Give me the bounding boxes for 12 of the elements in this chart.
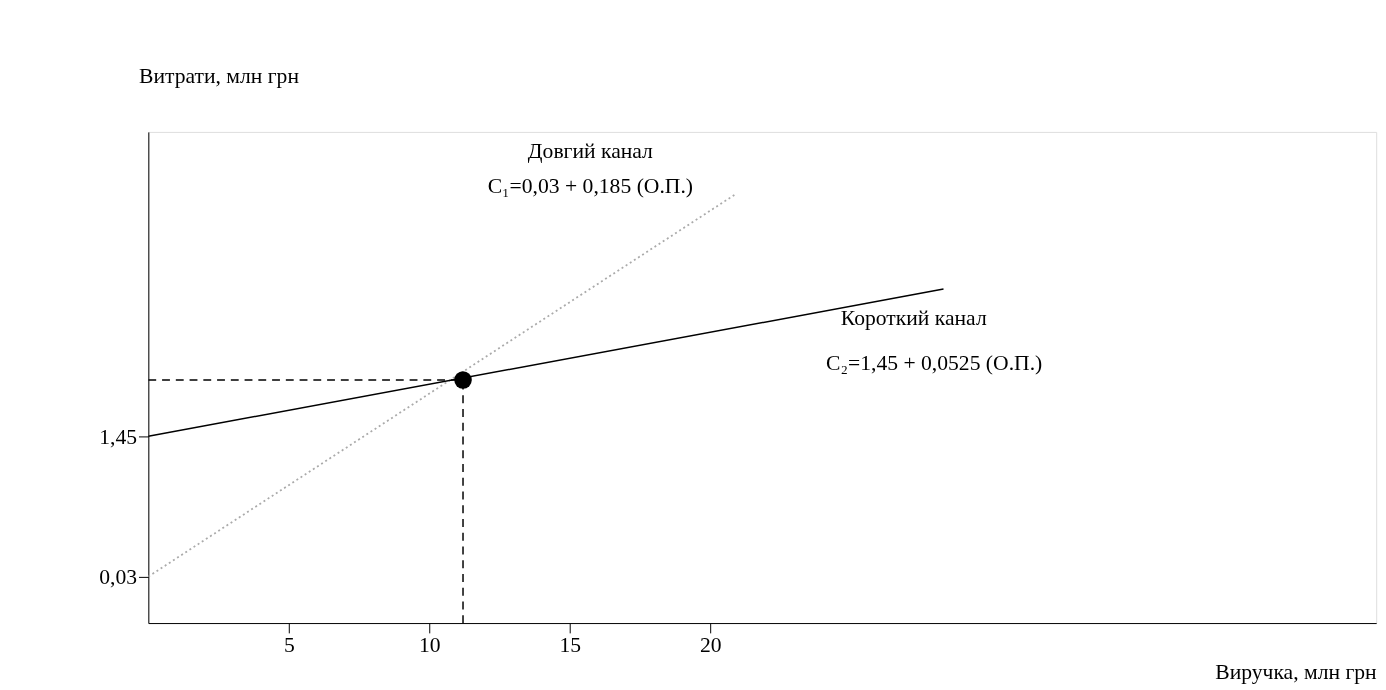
annotation: Короткий канал: [840, 306, 987, 331]
annotation: C₁=0,03 + 0,185 (О.П.): [487, 173, 694, 198]
y-tick-label: 0,03: [99, 564, 138, 589]
x-tick-label: 10: [418, 633, 441, 658]
x-axis-title: Виручка, млн грн: [1215, 659, 1378, 684]
x-tick-label: 20: [699, 633, 722, 658]
x-tick-label: 15: [559, 633, 582, 658]
annotation: C₂=1,45 + 0,0525 (О.П.): [826, 350, 1043, 375]
x-tick-label: 5: [283, 633, 295, 658]
y-tick-label: 1,45: [99, 424, 138, 449]
annotation: Довгий канал: [527, 139, 654, 164]
y-axis-title: Витрати, млн грн: [138, 64, 300, 89]
